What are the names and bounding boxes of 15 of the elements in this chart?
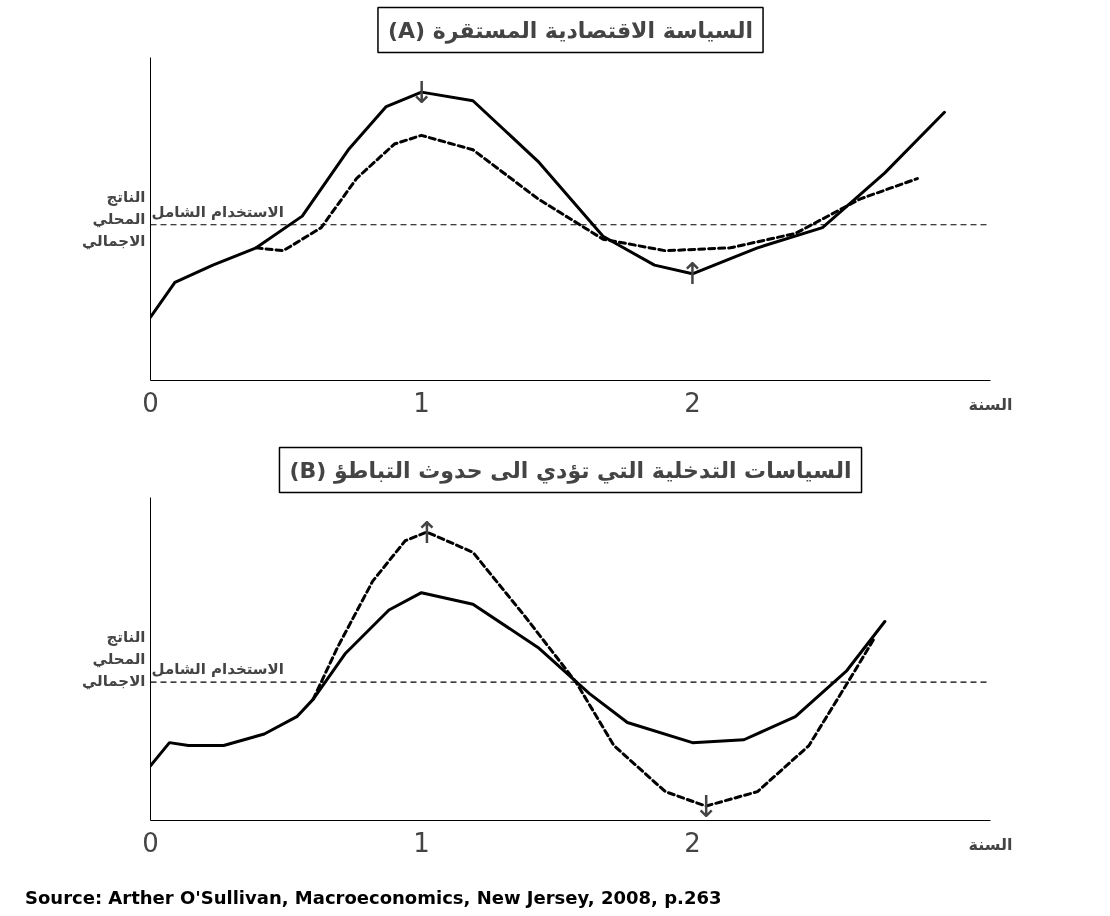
x-axis-title: السنة (968, 394, 1013, 414)
x-tick-label: 0 (142, 827, 159, 858)
chart-title: (B) السياسات التدخلية التي تؤدي الى حدوث التباطؤ (289, 457, 852, 484)
x-tick-label: 1 (413, 387, 430, 418)
chart-title: (A) السياسة الاقتصادية المستقرة (387, 17, 754, 44)
source-note: Source: Arther O'Sullivan, Macroeconomics, New Jersey, 2008, p.263 (25, 886, 722, 910)
y-axis-title: الناتج المحلي الاجمالي (81, 628, 146, 690)
y-axis-title: الناتج المحلي الاجمالي (81, 188, 146, 250)
ref-line-label: الاستخدام الشامل (151, 202, 284, 221)
x-axis-title: السنة (968, 834, 1013, 854)
ref-line-label: الاستخدام الشامل (151, 660, 284, 679)
x-tick-label: 2 (684, 387, 701, 418)
x-tick-label: 1 (413, 827, 430, 858)
x-tick-label: 2 (684, 827, 701, 858)
x-tick-label: 0 (142, 387, 159, 418)
